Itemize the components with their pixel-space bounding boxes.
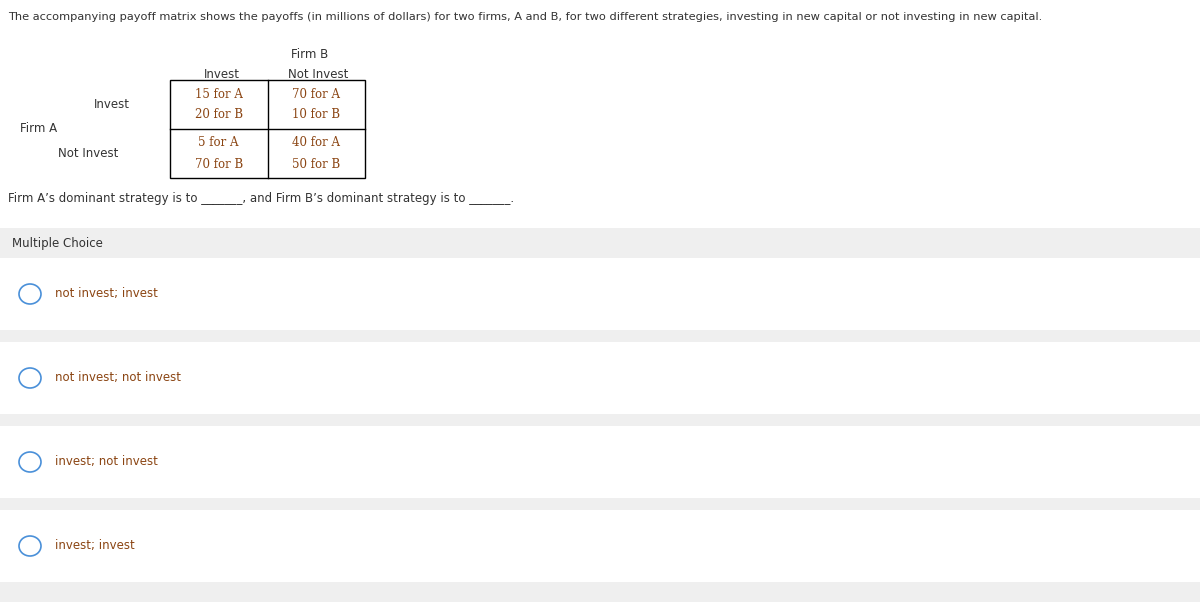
Text: Firm A’s dominant strategy is to _______, and Firm B’s dominant strategy is to _: Firm A’s dominant strategy is to _______… — [8, 192, 514, 205]
Text: not invest; not invest: not invest; not invest — [55, 371, 181, 385]
Bar — [0, 258, 1200, 330]
Bar — [0, 330, 1200, 342]
Text: 5 for A
70 for B: 5 for A 70 for B — [194, 137, 242, 170]
Bar — [0, 510, 1200, 582]
Bar — [0, 426, 1200, 498]
Text: invest; invest: invest; invest — [55, 539, 134, 553]
Text: Multiple Choice: Multiple Choice — [12, 237, 103, 249]
Text: invest; not invest: invest; not invest — [55, 456, 158, 468]
Text: not invest; invest: not invest; invest — [55, 288, 158, 300]
Text: The accompanying payoff matrix shows the payoffs (in millions of dollars) for tw: The accompanying payoff matrix shows the… — [8, 12, 1043, 22]
Text: Not Invest: Not Invest — [288, 68, 348, 81]
Bar — [170, 80, 365, 178]
Text: 15 for A
20 for B: 15 for A 20 for B — [194, 87, 242, 122]
Bar — [0, 582, 1200, 602]
Bar — [0, 342, 1200, 414]
Text: 70 for A
10 for B: 70 for A 10 for B — [292, 87, 341, 122]
Text: Invest: Invest — [204, 68, 240, 81]
Bar — [0, 228, 1200, 258]
Text: Firm A: Firm A — [20, 122, 58, 135]
Text: Invest: Invest — [94, 98, 130, 111]
Bar — [0, 498, 1200, 510]
Text: Not Invest: Not Invest — [58, 147, 118, 160]
Text: Firm B: Firm B — [292, 48, 329, 61]
Bar — [0, 414, 1200, 426]
Text: 40 for A
50 for B: 40 for A 50 for B — [292, 137, 341, 170]
